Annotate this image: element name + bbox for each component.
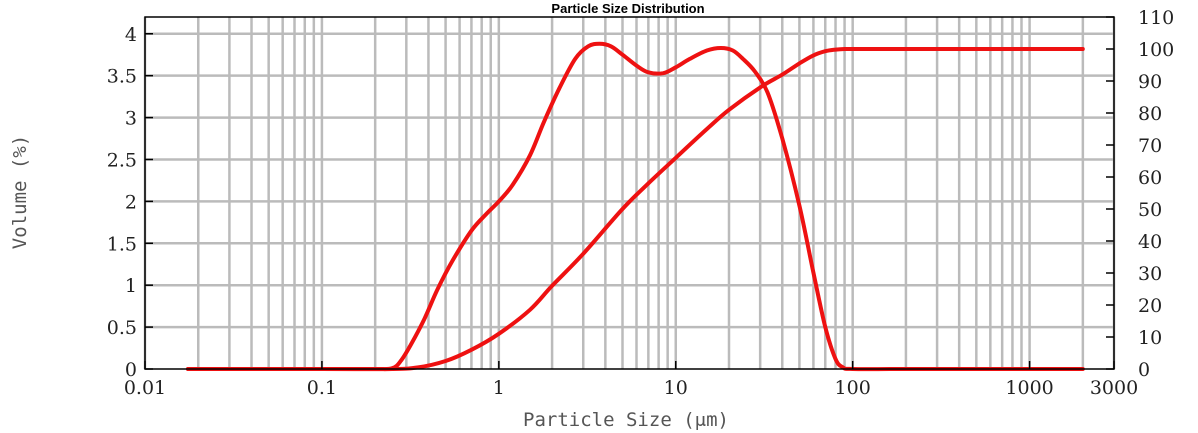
y-right-tick-label: 70 [1138,135,1162,157]
y-left-tick-label: 3.5 [107,66,137,88]
y-left-tick-label: 4 [125,24,137,46]
y-right-tick-label: 90 [1138,71,1162,93]
x-tick-label: 1000 [1005,377,1053,399]
y-right-tick-label: 50 [1138,199,1162,221]
y-right-tick-label: 110 [1138,7,1174,29]
grid-layer [143,17,1116,369]
x-tick-label: 1 [493,377,505,399]
y-axis-label: Volume (%) [9,135,31,249]
volume-density-line [186,41,1085,372]
y-left-tick-label: 0 [125,359,137,381]
y-left-tick-label: 2.5 [107,149,137,171]
y-right-tick-label: 40 [1138,231,1162,253]
y-left-tick-label: 2 [125,191,137,213]
x-tick-label: 0.1 [307,377,337,399]
cumulative-volume-line [186,46,1085,372]
y-left-tick-label: 0.5 [107,317,137,339]
tick-layer: 00.511.522.533.5401020304050607080901001… [107,7,1174,399]
y-right-tick-label: 10 [1138,327,1162,349]
y-right-tick-label: 100 [1138,39,1174,61]
y-right-tick-label: 80 [1138,103,1162,125]
y-left-tick-label: 1.5 [107,233,137,255]
x-tick-label: 3000 [1090,377,1138,399]
y-left-tick-label: 3 [125,108,137,130]
chart-title: Particle Size Distribution [551,1,704,16]
y-right-tick-label: 30 [1138,263,1162,285]
x-tick-label: 10 [664,377,688,399]
y-right-tick-label: 20 [1138,295,1162,317]
plot-frame [144,16,1115,370]
x-tick-label: 0.01 [124,377,166,399]
y-left-tick-label: 1 [125,275,137,297]
x-axis-label: Particle Size (μm) [523,409,729,431]
x-tick-label: 100 [835,377,871,399]
series-layer [186,41,1085,372]
y-right-tick-label: 60 [1138,167,1162,189]
y-right-tick-label: 0 [1138,359,1150,381]
